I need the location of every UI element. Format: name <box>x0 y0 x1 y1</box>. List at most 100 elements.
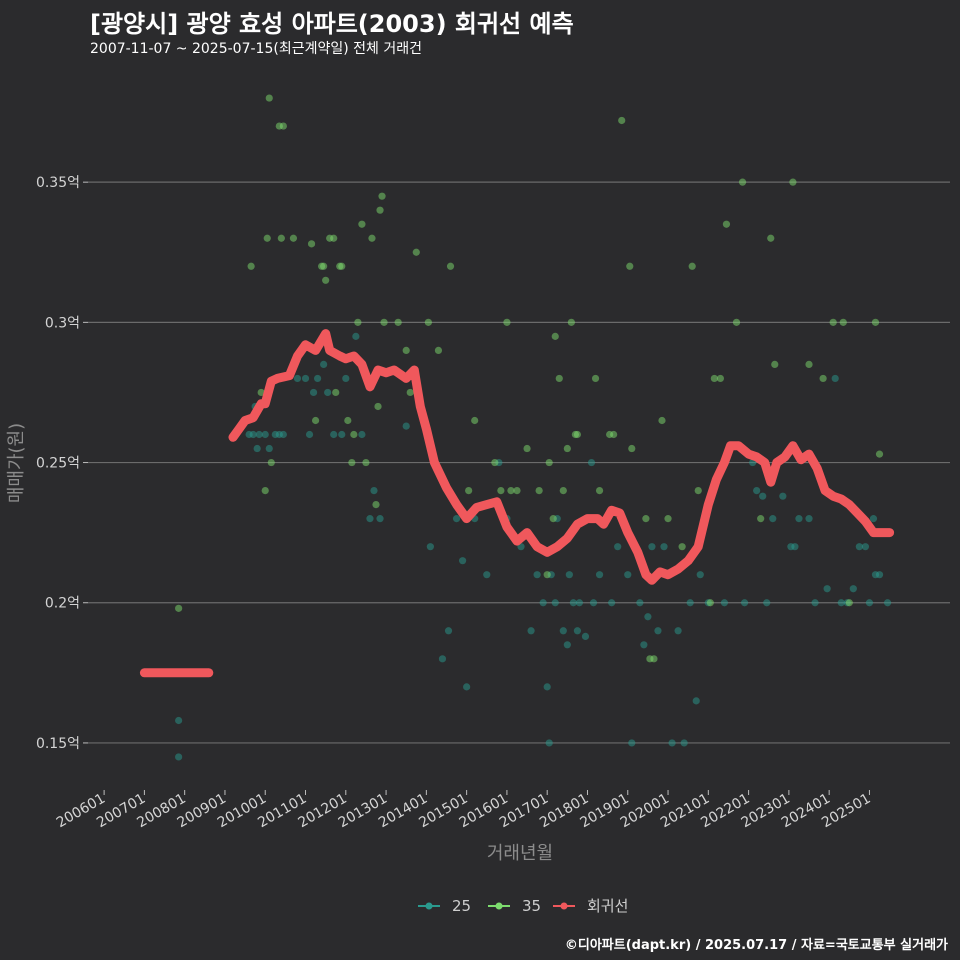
data-point-25 <box>805 515 813 523</box>
data-point-35 <box>805 360 813 369</box>
data-point-35 <box>549 515 557 523</box>
data-point-25 <box>875 571 884 579</box>
data-point-35 <box>591 374 600 383</box>
data-point-25 <box>249 430 257 439</box>
source-caption: ©디아파트(dapt.kr) / 2025.07.17 / 자료=국토교통부 실… <box>564 938 948 953</box>
data-point-35 <box>738 178 747 186</box>
data-point-25 <box>759 492 767 500</box>
data-point-35 <box>267 458 275 467</box>
data-point-35 <box>322 276 330 284</box>
data-point-25 <box>175 716 183 725</box>
data-point-35 <box>535 486 543 495</box>
data-point-35 <box>563 444 571 453</box>
data-point-25 <box>831 374 839 383</box>
data-point-35 <box>307 240 316 248</box>
data-point-25 <box>753 486 761 495</box>
data-point-25 <box>628 739 636 747</box>
x-axis-title: 거래년월 <box>487 843 553 864</box>
data-point-25 <box>769 515 777 523</box>
data-point-35 <box>338 262 346 270</box>
data-point-25 <box>342 374 350 383</box>
data-point-35 <box>394 318 402 326</box>
data-point-25 <box>438 655 447 663</box>
data-point-25 <box>320 360 328 369</box>
data-point-35 <box>829 318 837 326</box>
data-point-35 <box>332 388 340 397</box>
data-point-35 <box>789 178 797 186</box>
data-point-35 <box>650 655 658 663</box>
data-point-25 <box>261 430 269 439</box>
data-point-25 <box>309 388 318 397</box>
data-point-35 <box>642 515 650 523</box>
data-point-35 <box>523 444 531 453</box>
data-point-25 <box>463 683 471 691</box>
data-point-35 <box>567 318 575 326</box>
data-point-25 <box>795 515 803 523</box>
data-point-25 <box>279 430 287 439</box>
data-point-25 <box>551 599 559 607</box>
data-point-35 <box>465 486 473 495</box>
data-point-35 <box>767 234 775 242</box>
data-point-25 <box>358 430 366 439</box>
data-point-25 <box>644 613 652 621</box>
data-point-25 <box>680 739 688 747</box>
data-point-25 <box>330 430 338 439</box>
data-point-25 <box>293 374 302 383</box>
data-point-35 <box>716 374 725 383</box>
data-point-35 <box>330 234 338 242</box>
data-point-35 <box>362 458 370 467</box>
data-point-25 <box>313 374 322 383</box>
data-point-35 <box>507 486 515 495</box>
data-point-25 <box>636 599 644 607</box>
data-point-25 <box>865 599 874 607</box>
data-point-25 <box>565 571 573 579</box>
scatter-points <box>175 94 892 761</box>
y-tick-label: 0.35억 <box>36 175 80 191</box>
data-point-25 <box>595 571 604 579</box>
data-point-35 <box>277 234 285 242</box>
data-point-25 <box>640 641 648 649</box>
data-point-25 <box>648 543 656 551</box>
data-point-25 <box>569 599 577 607</box>
regression-line <box>139 329 895 678</box>
data-point-25 <box>823 585 831 593</box>
data-point-35 <box>757 515 765 523</box>
data-point-35 <box>732 318 741 326</box>
data-point-25 <box>668 739 676 747</box>
data-point-25 <box>779 492 787 500</box>
data-point-35 <box>845 599 853 607</box>
data-point-35 <box>875 450 884 458</box>
data-point-25 <box>376 515 384 523</box>
data-point-25 <box>614 543 622 551</box>
data-point-35 <box>839 318 847 326</box>
data-point-25 <box>545 739 553 747</box>
data-point-35 <box>618 116 626 125</box>
legend-label: 회귀선 <box>587 897 628 915</box>
data-point-25 <box>720 599 729 607</box>
data-point-25 <box>352 332 360 340</box>
data-point-35 <box>350 430 358 439</box>
data-point-25 <box>426 543 434 551</box>
y-tick-label: 0.3억 <box>45 315 80 331</box>
data-point-25 <box>543 683 551 691</box>
y-tick-label: 0.2억 <box>45 596 80 612</box>
data-point-35 <box>471 416 479 425</box>
data-point-25 <box>575 599 584 607</box>
data-point-25 <box>175 753 183 761</box>
data-point-25 <box>861 543 870 551</box>
data-point-35 <box>573 430 582 439</box>
legend-key-dot <box>425 902 433 910</box>
data-point-35 <box>374 402 382 411</box>
data-point-25 <box>459 557 467 565</box>
data-point-25 <box>883 599 892 607</box>
data-point-25 <box>573 627 582 635</box>
grid-lines <box>88 181 950 744</box>
y-tick-label: 0.15억 <box>36 736 80 752</box>
data-point-25 <box>581 632 590 640</box>
data-point-35 <box>626 262 634 270</box>
chart-title: [광양시] 광양 효성 아파트(2003) 회귀선 예측 <box>90 10 574 38</box>
data-point-35 <box>710 374 718 383</box>
data-point-35 <box>628 444 636 453</box>
data-point-35 <box>513 486 521 495</box>
